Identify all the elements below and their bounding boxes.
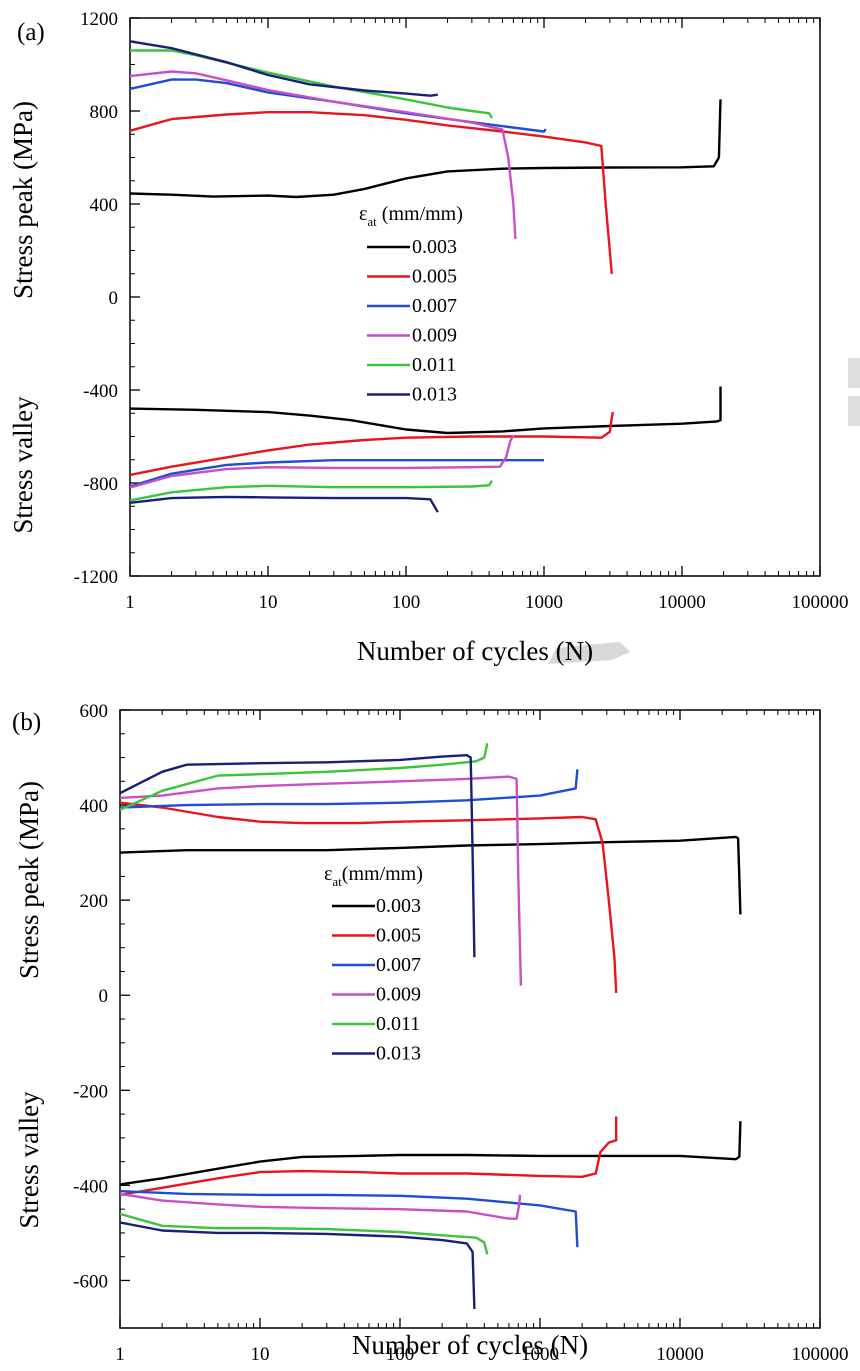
legend-label-0.009: 0.009	[376, 984, 421, 1006]
watermark-bar-1	[848, 358, 860, 388]
series-0.013-valley-line	[119, 1221, 476, 1310]
legend-label-0.007: 0.007	[376, 954, 421, 976]
watermark-bar-2	[848, 396, 860, 426]
x-tick-label: 10	[251, 1344, 270, 1365]
series-0.011-peak-line	[130, 49, 494, 119]
y-tick-label: 800	[90, 102, 119, 123]
x-tick-label: 10000	[656, 1344, 704, 1365]
x-tick-label: 1000	[521, 1344, 559, 1365]
y-axis-title-lower: Stress valley	[8, 396, 38, 534]
series-0.011-valley-line	[129, 480, 494, 502]
legend-title-unit: (mm/mm)	[342, 863, 423, 885]
series-0.005-peak-line	[129, 111, 613, 274]
legend-title: εat(mm/mm)	[324, 863, 423, 889]
series-0.007-peak-line	[119, 769, 579, 809]
x-tick-label: 100000	[792, 1344, 849, 1365]
y-tick-label: 600	[80, 701, 109, 722]
x-tick-label: 1000	[525, 592, 563, 613]
y-tick-label: -200	[73, 1081, 108, 1102]
x-tick-label: 10000	[658, 592, 706, 613]
legend-title-subscript: at	[332, 874, 342, 889]
legend-label-0.005: 0.005	[412, 266, 457, 288]
watermark-arrow-shape	[548, 642, 630, 664]
x-tick-label: 1	[125, 592, 135, 613]
series-0.013-valley-line	[129, 495, 439, 513]
y-tick-label: -1200	[74, 567, 118, 588]
chart-panel-a: 1 10 100 1000 10000 100000 -1200 -800 -400 0 400 80…	[8, 9, 849, 666]
x-tick-label: 100	[392, 592, 421, 613]
series-0.003-peak-line	[119, 835, 742, 915]
series-0.003-peak-line	[129, 99, 722, 199]
plot-frame	[129, 17, 821, 577]
legend-title: εat (mm/mm)	[359, 203, 463, 229]
legend-title-subscript: at	[367, 214, 377, 229]
legend-label-0.003: 0.003	[376, 895, 421, 917]
series-0.003-valley-line	[119, 1121, 742, 1186]
y-tick-label: -400	[73, 1176, 108, 1197]
x-tick-label: 100	[386, 1344, 415, 1365]
legend-label-0.013: 0.013	[412, 384, 457, 406]
legend-label-0.011: 0.011	[376, 1013, 420, 1035]
series-0.003-valley-line	[129, 386, 722, 435]
legend-label-0.007: 0.007	[412, 295, 457, 317]
y-tick-label: 400	[80, 796, 109, 817]
series-0.007-valley-line	[119, 1189, 579, 1248]
panel-label: (b)	[12, 709, 41, 736]
legend-title-symbol: ε	[324, 863, 332, 885]
y-tick-label: 400	[90, 195, 119, 216]
y-axis-title-upper: Stress peak (MPa)	[8, 101, 38, 299]
legend-label-0.009: 0.009	[412, 325, 457, 347]
legend: εat(mm/mm) 0.003 0.005 0.007 0.009 0.011 0.013	[324, 863, 423, 1065]
plot-frame	[119, 709, 821, 1329]
y-axis-title-lower: Stress valley	[14, 1091, 44, 1229]
series-0.009-valley-line	[119, 1192, 522, 1220]
series-0.013-peak-line	[129, 40, 438, 97]
legend-label-0.003: 0.003	[412, 236, 457, 258]
series-0.005-peak-line	[119, 801, 618, 993]
series-0.005-valley-line	[119, 1116, 618, 1197]
series-0.009-valley-line	[129, 434, 515, 489]
y-axis-title-upper: Stress peak (MPa)	[14, 781, 44, 979]
legend-label-0.013: 0.013	[376, 1043, 421, 1065]
legend-label-0.005: 0.005	[376, 925, 421, 947]
series-0.011-valley-line	[119, 1212, 489, 1255]
legend-title-symbol: ε	[359, 203, 367, 225]
series-0.007-valley-line	[129, 459, 544, 488]
y-tick-label: -600	[73, 1271, 108, 1292]
y-tick-label: -400	[83, 381, 118, 402]
legend-label-0.011: 0.011	[412, 354, 456, 376]
y-tick-label: -800	[83, 474, 118, 495]
x-tick-label: 1	[115, 1344, 125, 1365]
panel-label: (a)	[17, 19, 45, 46]
series-0.009-peak-line	[119, 775, 523, 986]
legend-title-unit: (mm/mm)	[377, 203, 463, 225]
chart-panel-b: 1 10 100 1000 10000 100000 -600 -400 -200 0 200 400…	[12, 701, 849, 1365]
x-tick-label: 100000	[792, 592, 849, 613]
y-tick-label: 1200	[80, 9, 118, 30]
y-tick-label: 0	[99, 986, 109, 1007]
series-0.005-valley-line	[129, 411, 614, 477]
y-tick-label: 200	[80, 891, 109, 912]
x-tick-label: 10	[259, 592, 278, 613]
series-0.011-peak-line	[119, 743, 489, 811]
x-axis-title: Number of cycles (N)	[352, 1330, 588, 1360]
series-0.013-peak-line	[119, 754, 476, 958]
legend: εat (mm/mm) 0.003 0.005 0.007 0.009 0.011 0.01…	[359, 203, 463, 406]
y-tick-label: 0	[109, 288, 119, 309]
x-axis-title: Number of cycles (N)	[357, 636, 593, 666]
series-0.009-peak-line	[129, 70, 517, 239]
